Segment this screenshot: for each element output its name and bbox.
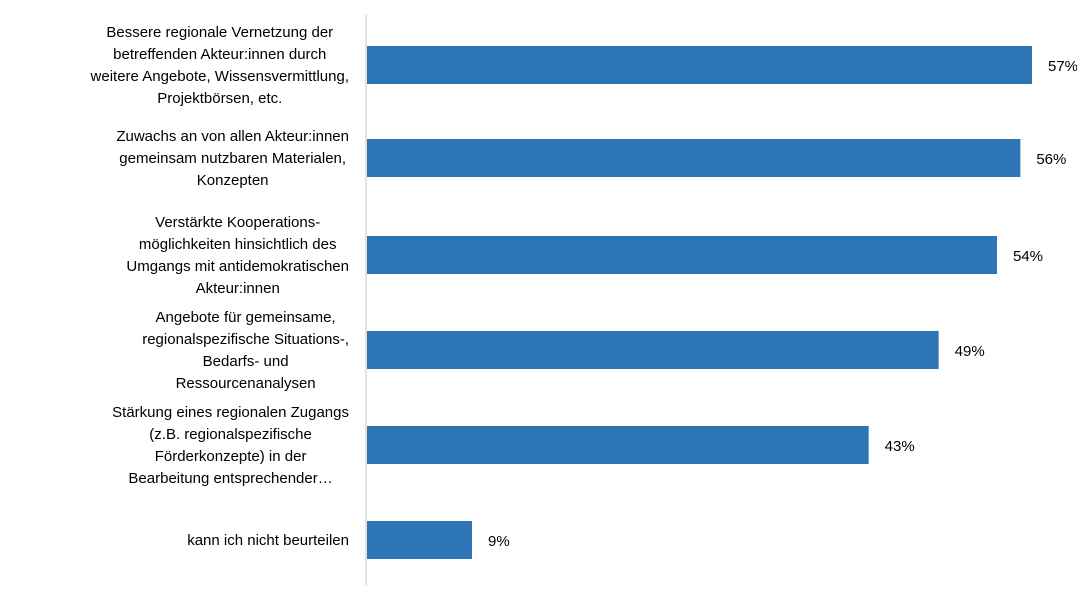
bar-1 [367, 46, 1032, 84]
category-label-1-line-2: betreffenden Akteur:innen durch [113, 46, 326, 63]
category-label-4-line-4: Ressourcenanalysen [176, 375, 316, 392]
value-label-6: 9% [488, 533, 510, 550]
bar-6 [367, 521, 472, 559]
category-label-3-line-1: Verstärkte Kooperations- [155, 214, 320, 231]
bar-4 [367, 331, 939, 369]
value-labels-layer: 57% 56% 54% 49% 43% 9% [488, 58, 1077, 550]
bar-5 [367, 426, 869, 464]
value-label-5: 43% [885, 438, 915, 455]
category-label-2: Zuwachs an von allen Akteur:innen gemeins… [116, 128, 349, 189]
value-label-4: 49% [955, 343, 985, 360]
category-label-3-line-2: möglichkeiten hinsichtlich des [139, 236, 337, 253]
category-label-2-line-3: Konzepten [197, 172, 269, 189]
category-label-6-line-1: kann ich nicht beurteilen [187, 532, 349, 549]
category-label-4-line-3: Bedarfs- und [203, 353, 289, 370]
category-label-4-line-1: Angebote für gemeinsame, [156, 309, 336, 326]
category-label-3: Verstärkte Kooperations-möglichkeiten hi… [126, 214, 349, 297]
category-label-2-line-2: gemeinsam nutzbaren Materialen, [119, 150, 346, 167]
bar-3 [367, 236, 997, 274]
category-label-5-line-4: Bearbeitung entsprechender… [128, 470, 332, 487]
category-label-4: Angebote für gemeinsame, regionalspezifis… [142, 309, 349, 392]
value-label-2: 56% [1036, 151, 1066, 168]
value-label-3: 54% [1013, 248, 1043, 265]
bars-layer [367, 46, 1032, 559]
value-label-1: 57% [1048, 58, 1077, 75]
category-label-6: kann ich nicht beurteilen [187, 532, 349, 549]
category-label-1-line-3: weitere Angebote, Wissensvermittlung, [90, 68, 349, 85]
category-label-2-line-1: Zuwachs an von allen Akteur:innen [116, 128, 349, 145]
category-labels-layer: Bessere regionale Vernetzung der betreffe… [90, 24, 349, 549]
category-label-1: Bessere regionale Vernetzung der betreffe… [90, 24, 349, 107]
category-label-1-line-1: Bessere regionale Vernetzung der [106, 24, 333, 41]
category-label-5-line-2: (z.B. regionalspezifische [149, 426, 312, 443]
category-label-5-line-3: Förderkonzepte) in der [155, 448, 307, 465]
category-label-3-line-4: Akteur:innen [196, 280, 280, 297]
category-label-3-line-3: Umgangs mit antidemokratischen [126, 258, 349, 275]
category-label-5-line-1: Stärkung eines regionalen Zugangs [112, 404, 349, 421]
category-label-5: Stärkung eines regionalen Zugangs (z.B. r… [112, 404, 349, 487]
category-label-4-line-2: regionalspezifische Situations-, [142, 331, 349, 348]
category-label-1-line-4: Projektbörsen, etc. [157, 90, 282, 107]
bar-2 [367, 139, 1021, 177]
